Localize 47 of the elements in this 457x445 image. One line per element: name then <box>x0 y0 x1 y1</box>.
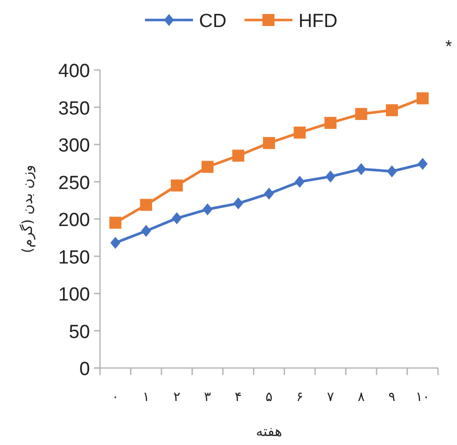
point <box>386 165 397 178</box>
point <box>233 197 244 210</box>
point <box>325 170 336 183</box>
point <box>416 92 429 104</box>
y-axis-title: وزن بدن (گرم) <box>19 164 36 254</box>
x-tick-label: ۱ <box>142 390 150 405</box>
point <box>140 198 152 211</box>
x-tick-label: ۰ <box>112 390 119 405</box>
point <box>294 176 305 188</box>
x-tick-label: ۸ <box>358 390 365 405</box>
legend-label: CD <box>199 11 226 32</box>
x-tick-label: ۹ <box>388 390 396 405</box>
x-tick-label: ۷ <box>326 390 334 405</box>
y-tick-label: 100 <box>58 284 90 306</box>
x-tick-label: ۲ <box>173 390 180 405</box>
x-tick-label: ۱۰ <box>416 390 430 405</box>
y-tick-label: 50 <box>68 322 90 343</box>
point <box>324 116 336 129</box>
text: * <box>445 37 452 56</box>
y-tick-label: 200 <box>58 210 90 231</box>
y-tick-label: 300 <box>58 136 90 156</box>
point <box>356 163 366 176</box>
point <box>109 216 122 229</box>
x-tick-label: ۳ <box>204 390 212 405</box>
point <box>141 224 152 237</box>
point <box>232 150 244 162</box>
point <box>294 126 306 139</box>
point <box>264 188 274 200</box>
x-tick-label: ۵ <box>266 390 273 405</box>
point <box>172 212 182 224</box>
point <box>110 236 120 249</box>
x-tick-label: ۶ <box>296 390 304 405</box>
y-tick-label: 400 <box>58 61 90 82</box>
y-tick-label: 150 <box>58 247 90 268</box>
point <box>418 158 428 170</box>
point <box>170 179 183 192</box>
point <box>386 104 398 116</box>
point <box>355 108 368 120</box>
y-tick-label: 350 <box>58 98 90 120</box>
legend-label: HFD <box>298 11 338 32</box>
y-tick-label: 0 <box>79 359 90 380</box>
point <box>263 137 275 150</box>
x-tick-label: ۴ <box>234 390 242 405</box>
y-tick-label: 250 <box>58 172 90 194</box>
point <box>202 160 214 173</box>
point <box>202 203 213 216</box>
x-axis-title: هفته <box>256 424 282 440</box>
